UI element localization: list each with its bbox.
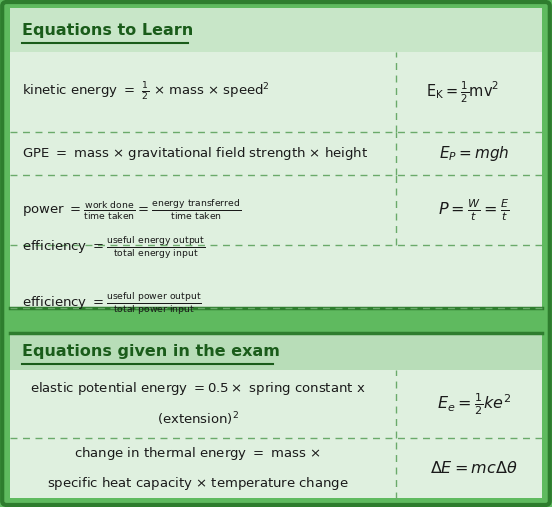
Text: power $= \frac{\mathrm{work\ done}}{\mathrm{time\ taken}} = \frac{\mathrm{energy: power $= \frac{\mathrm{work\ done}}{\mat… [22,198,241,222]
Text: $\mathrm{E_K} = \frac{1}{2}\mathrm{mv}^2$: $\mathrm{E_K} = \frac{1}{2}\mathrm{mv}^2… [426,79,500,105]
Text: Equations to Learn: Equations to Learn [22,23,193,38]
Text: $P = \frac{W}{t} = \frac{E}{t}$: $P = \frac{W}{t} = \frac{E}{t}$ [438,197,509,223]
Text: specific heat capacity $\times$ temperature change: specific heat capacity $\times$ temperat… [47,475,349,492]
Bar [10,333,542,370]
Text: (extension)$^2$: (extension)$^2$ [157,411,239,428]
Text: Equations given in the exam: Equations given in the exam [22,344,280,359]
Text: change in thermal energy $=$ mass $\times$: change in thermal energy $=$ mass $\time… [75,445,321,462]
Text: elastic potential energy $= 0.5 \times$ spring constant x: elastic potential energy $= 0.5 \times$ … [30,380,365,397]
Text: kinetic energy $=$ $\frac{1}{2}$ $\times$ mass $\times$ speed$^2$: kinetic energy $=$ $\frac{1}{2}$ $\times… [22,81,270,103]
Bar [10,8,542,52]
Text: $E_P = mgh$: $E_P = mgh$ [439,144,509,163]
Text: efficiency $= \frac{\mathrm{useful\ power\ output}}{\mathrm{total\ power\ input}: efficiency $= \frac{\mathrm{useful\ powe… [22,291,202,317]
Bar [10,308,542,333]
Text: GPE $=$ mass $\times$ gravitational field strength $\times$ height: GPE $=$ mass $\times$ gravitational fiel… [22,145,368,162]
Text: $E_e = \frac{1}{2}ke^2$: $E_e = \frac{1}{2}ke^2$ [437,391,511,417]
Text: efficiency $= \frac{\mathrm{useful\ energy\ output}}{\mathrm{total\ energy\ inpu: efficiency $= \frac{\mathrm{useful\ ener… [22,235,205,262]
Text: $\Delta E = mc\Delta\theta$: $\Delta E = mc\Delta\theta$ [430,460,518,477]
